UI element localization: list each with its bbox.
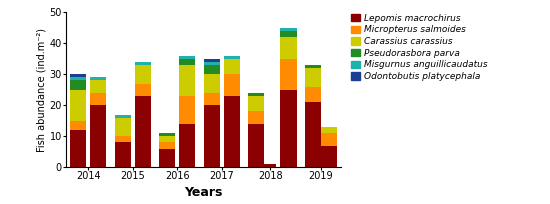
Bar — [321, 127, 337, 133]
Bar — [70, 130, 86, 167]
Bar — [204, 74, 219, 93]
Bar — [114, 118, 131, 136]
Legend: Lepomis macrochirus, Micropterus salmoides, Carassius carassius, Pseudorasbora p: Lepomis macrochirus, Micropterus salmoid… — [351, 14, 487, 81]
Bar — [70, 80, 86, 90]
Bar — [90, 105, 107, 167]
Bar — [224, 59, 240, 74]
Bar — [179, 96, 195, 124]
Bar — [135, 62, 151, 65]
Bar — [280, 28, 296, 31]
Y-axis label: Fish abundance (ind.m⁻²): Fish abundance (ind.m⁻²) — [37, 28, 47, 152]
Bar — [204, 62, 219, 65]
Bar — [204, 65, 219, 74]
Bar — [305, 102, 321, 167]
Bar — [179, 65, 195, 96]
Bar — [321, 146, 337, 167]
Bar — [179, 59, 195, 65]
Bar — [90, 77, 107, 80]
Bar — [159, 133, 175, 136]
Bar — [90, 93, 107, 105]
Bar — [70, 121, 86, 130]
Bar — [248, 124, 264, 167]
Bar — [135, 65, 151, 84]
Bar — [179, 56, 195, 59]
Bar — [305, 65, 321, 68]
Bar — [204, 93, 219, 105]
Bar — [248, 93, 264, 96]
Bar — [70, 74, 86, 77]
Bar — [280, 90, 296, 167]
Bar — [114, 142, 131, 167]
Bar — [224, 96, 240, 167]
Bar — [204, 105, 219, 167]
Bar — [135, 84, 151, 96]
Bar — [248, 111, 264, 124]
Bar — [90, 80, 107, 93]
Bar — [70, 90, 86, 121]
Bar — [305, 87, 321, 102]
Bar — [159, 142, 175, 149]
X-axis label: Years: Years — [184, 186, 223, 199]
Bar — [305, 68, 321, 87]
Bar — [224, 56, 240, 59]
Bar — [248, 96, 264, 111]
Bar — [159, 136, 175, 142]
Bar — [321, 133, 337, 146]
Bar — [280, 37, 296, 59]
Bar — [159, 149, 175, 167]
Bar — [70, 77, 86, 80]
Bar — [280, 31, 296, 37]
Bar — [260, 164, 276, 167]
Bar — [204, 59, 219, 62]
Bar — [114, 115, 131, 118]
Bar — [179, 124, 195, 167]
Bar — [114, 136, 131, 142]
Bar — [224, 74, 240, 96]
Bar — [135, 96, 151, 167]
Bar — [280, 59, 296, 90]
